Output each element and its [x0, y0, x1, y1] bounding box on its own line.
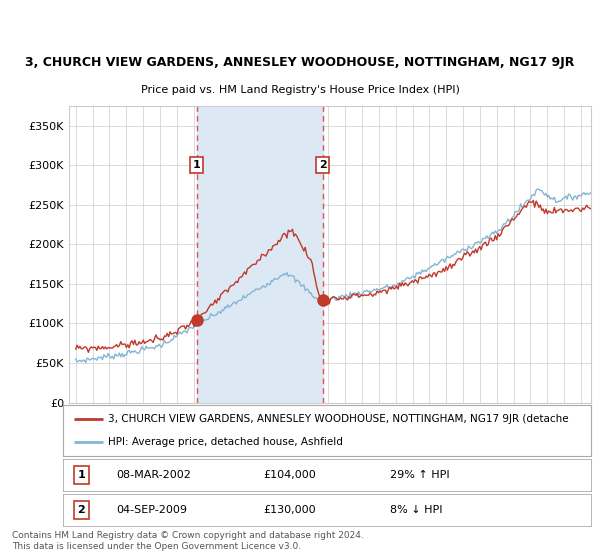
Text: 8% ↓ HPI: 8% ↓ HPI — [391, 505, 443, 515]
Text: 3, CHURCH VIEW GARDENS, ANNESLEY WOODHOUSE, NOTTINGHAM, NG17 9JR (detache: 3, CHURCH VIEW GARDENS, ANNESLEY WOODHOU… — [108, 414, 569, 424]
Text: 29% ↑ HPI: 29% ↑ HPI — [391, 470, 450, 480]
Text: Contains HM Land Registry data © Crown copyright and database right 2024.
This d: Contains HM Land Registry data © Crown c… — [12, 531, 364, 551]
Text: £104,000: £104,000 — [263, 470, 316, 480]
Text: Price paid vs. HM Land Registry's House Price Index (HPI): Price paid vs. HM Land Registry's House … — [140, 85, 460, 95]
Text: HPI: Average price, detached house, Ashfield: HPI: Average price, detached house, Ashf… — [108, 437, 343, 447]
Text: 3, CHURCH VIEW GARDENS, ANNESLEY WOODHOUSE, NOTTINGHAM, NG17 9JR: 3, CHURCH VIEW GARDENS, ANNESLEY WOODHOU… — [25, 57, 575, 69]
Text: £130,000: £130,000 — [263, 505, 316, 515]
Bar — [197, 106, 323, 403]
Text: 2: 2 — [77, 505, 85, 515]
Text: 08-MAR-2002: 08-MAR-2002 — [116, 470, 191, 480]
Text: 1: 1 — [77, 470, 85, 480]
Text: 04-SEP-2009: 04-SEP-2009 — [116, 505, 187, 515]
Text: 1: 1 — [193, 160, 200, 170]
Text: 2: 2 — [319, 160, 326, 170]
